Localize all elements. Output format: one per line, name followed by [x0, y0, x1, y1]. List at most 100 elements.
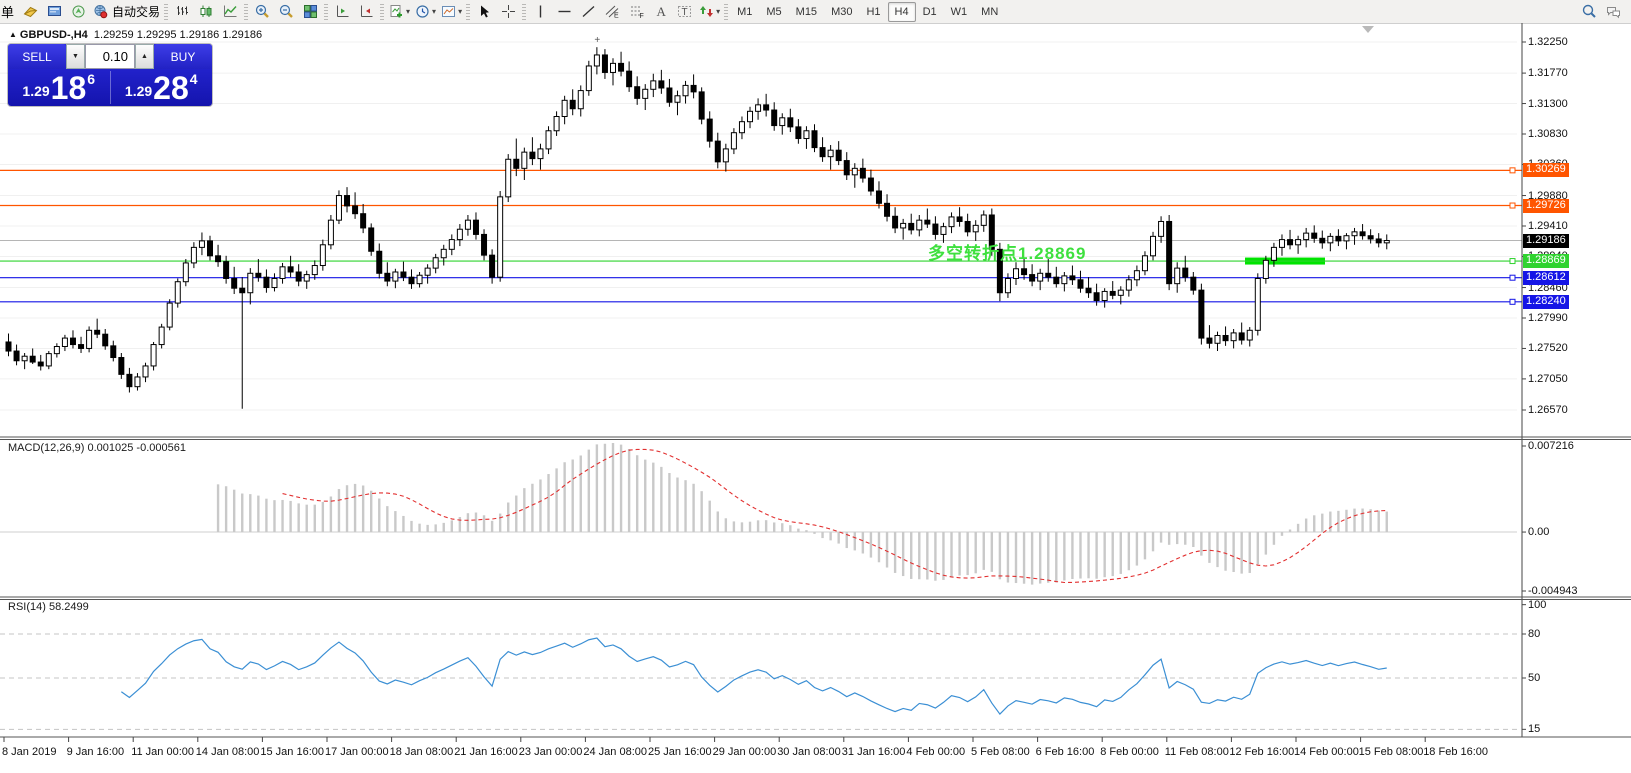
macd-tick-label: 0.007216 — [1528, 440, 1574, 452]
volume-increase-button[interactable]: ▲ — [135, 44, 154, 69]
rsi-tick-label: 100 — [1528, 598, 1547, 611]
buy-button[interactable]: BUY — [154, 44, 212, 69]
price-tick-label: 1.26570 — [1528, 404, 1568, 416]
timeframe-mn[interactable]: MN — [981, 5, 999, 18]
dropdown-caret-icon[interactable]: ▾ — [716, 7, 721, 16]
trendline-icon[interactable] — [576, 1, 600, 23]
time-tick-label: 12 Feb 16:00 — [1229, 746, 1295, 758]
time-tick-label: 15 Jan 16:00 — [260, 746, 325, 758]
sell-price-prefix: 1.29 — [22, 83, 50, 99]
ohlc-values: 1.29259 1.29295 1.29186 1.29186 — [93, 29, 263, 41]
volume-decrease-button[interactable]: ▼ — [66, 44, 85, 69]
chart-shift-icon[interactable] — [330, 1, 354, 23]
new-order-icon[interactable] — [18, 1, 42, 23]
fibonacci-icon[interactable]: F — [624, 1, 648, 23]
dropdown-caret-icon[interactable]: ▾ — [406, 7, 411, 16]
buy-price-sup: 4 — [189, 71, 198, 87]
time-tick-label: 14 Feb 00:00 — [1294, 746, 1359, 758]
channel-icon[interactable]: E — [600, 1, 624, 23]
price-tick-label: 1.32250 — [1528, 36, 1568, 48]
price-tick-label: 1.30830 — [1528, 128, 1568, 140]
sell-price-big: 18 — [50, 70, 87, 106]
time-tick-label: 24 Jan 08:00 — [583, 746, 648, 758]
svg-text:E: E — [614, 13, 619, 20]
price-tick-label: 1.31770 — [1528, 67, 1568, 80]
one-click-trade-panel: SELL ▼ 0.10 ▲ BUY 1.29 18 6 1.29 28 4 — [8, 44, 212, 106]
terminal-icon[interactable] — [42, 1, 66, 23]
time-tick-label: 15 Feb 08:00 — [1358, 746, 1424, 758]
time-tick-label: 8 Feb 00:00 — [1100, 746, 1159, 758]
zoom-out-icon[interactable] — [274, 1, 298, 23]
sell-price[interactable]: 1.29 18 6 — [8, 69, 110, 106]
crosshair-icon[interactable] — [496, 1, 520, 23]
svg-text:A: A — [656, 4, 666, 19]
buy-price[interactable]: 1.29 28 4 — [111, 69, 213, 106]
time-tick-label: 8 Jan 2019 — [2, 746, 57, 758]
chart-text-annotation[interactable]: 多空转折点1.28869 — [928, 244, 1087, 264]
buy-price-prefix: 1.29 — [124, 83, 153, 99]
price-tick-label: 1.31300 — [1528, 97, 1568, 110]
price-tick-label: 1.29410 — [1528, 220, 1568, 232]
tile-windows-icon[interactable] — [298, 1, 322, 23]
timeframe-m5[interactable]: M5 — [766, 5, 782, 18]
order-menu-label[interactable]: 单 — [1, 5, 15, 20]
time-tick-label: 18 Jan 08:00 — [389, 746, 454, 758]
scroll-to-end-arrow[interactable] — [1362, 26, 1374, 33]
time-tick-label: 11 Jan 00:00 — [131, 746, 194, 758]
line-handle[interactable] — [1509, 167, 1516, 174]
timeframe-h1[interactable]: H1 — [866, 5, 881, 18]
navigator-icon[interactable] — [66, 1, 90, 23]
sell-price-sup: 6 — [87, 71, 96, 87]
rsi-tick-label: 15 — [1528, 723, 1541, 736]
time-tick-label: 31 Jan 16:00 — [841, 746, 906, 758]
horizontal-line-icon[interactable] — [552, 1, 576, 23]
chart-autoscroll-icon[interactable] — [354, 1, 378, 23]
autotrading-icon[interactable]: 自动交易 — [90, 1, 162, 23]
vertical-line-icon[interactable] — [528, 1, 552, 23]
line-handle[interactable] — [1509, 202, 1516, 209]
time-tick-label: 21 Jan 16:00 — [454, 746, 518, 758]
dropdown-caret-icon[interactable]: ▾ — [432, 7, 437, 16]
timeframe-h4[interactable]: H4 — [887, 1, 916, 22]
rsi-tick-label: 80 — [1528, 627, 1541, 640]
timeframe-m30[interactable]: M30 — [831, 5, 853, 18]
timeframe-w1[interactable]: W1 — [950, 5, 968, 18]
symbol-collapse-arrow[interactable]: ▲ — [9, 30, 17, 39]
rsi-pane — [0, 633, 1517, 730]
bar-chart-icon[interactable] — [170, 1, 194, 23]
text-icon[interactable]: A — [648, 1, 672, 23]
current-price-badge: 1.29186 — [1523, 233, 1569, 248]
time-tick-label: 25 Jan 16:00 — [648, 746, 712, 758]
line-handle[interactable] — [1509, 258, 1516, 265]
price-tick-label: 1.27520 — [1528, 342, 1568, 355]
cursor-icon[interactable] — [472, 1, 496, 23]
dropdown-caret-icon[interactable]: ▾ — [458, 7, 463, 16]
indicators-icon[interactable]: ▾ — [386, 1, 412, 23]
volume-input[interactable]: 0.10 — [85, 44, 135, 69]
line-handle[interactable] — [1509, 298, 1516, 305]
sell-button[interactable]: SELL — [8, 44, 66, 69]
arrows-icon[interactable]: ▾ — [696, 1, 722, 23]
line-chart-icon[interactable] — [218, 1, 242, 23]
timeframe-m1[interactable]: M1 — [737, 5, 753, 18]
periods-icon[interactable]: ▾ — [412, 1, 438, 23]
symbol-name: GBPUSD-,H4 — [19, 29, 88, 41]
autotrading-label: 自动交易 — [112, 5, 161, 19]
templates-icon[interactable]: ▾ — [438, 1, 464, 23]
chat-icon[interactable] — [1601, 1, 1625, 23]
time-tick-label: 14 Jan 08:00 — [195, 746, 260, 758]
timeframe-d1[interactable]: D1 — [922, 5, 937, 18]
candlestick-chart-icon[interactable] — [194, 1, 218, 23]
time-tick-label: 6 Feb 16:00 — [1035, 746, 1095, 758]
symbol-ohlc-line: ▲ GBPUSD-,H4 1.29259 1.29295 1.29186 1.29… — [9, 29, 262, 41]
price-tick-label: 1.27990 — [1528, 312, 1568, 324]
label-icon[interactable]: T — [672, 1, 696, 23]
zoom-in-icon[interactable] — [250, 1, 274, 23]
candles: + — [5, 35, 1390, 409]
line-handle[interactable] — [1509, 274, 1516, 281]
price-tick-label: 1.27050 — [1528, 372, 1568, 385]
time-tick-label: 30 Jan 08:00 — [777, 746, 841, 758]
timeframe-m15[interactable]: M15 — [795, 5, 818, 18]
search-icon[interactable] — [1577, 1, 1601, 23]
